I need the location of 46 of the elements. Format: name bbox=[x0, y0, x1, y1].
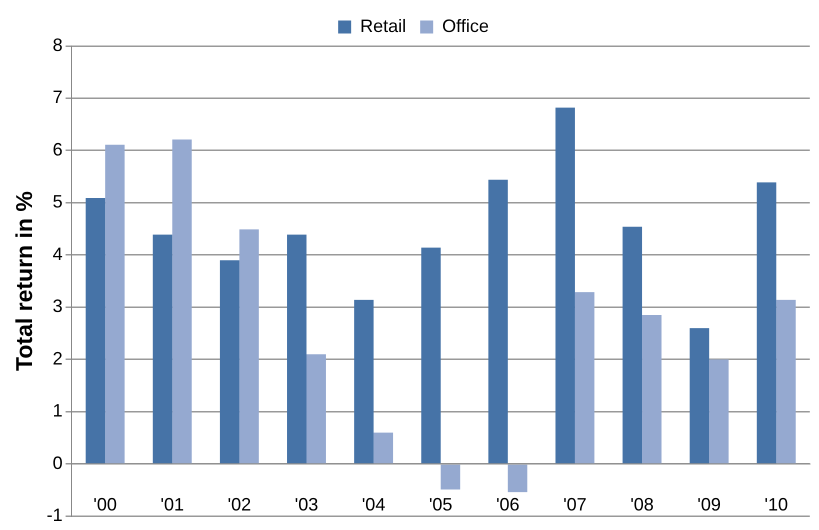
bar bbox=[508, 464, 528, 492]
bar bbox=[574, 292, 594, 464]
x-tick-label: '01 bbox=[160, 494, 184, 515]
legend-label: Retail bbox=[360, 16, 406, 36]
bar bbox=[555, 108, 575, 464]
x-tick-label: '03 bbox=[294, 494, 318, 515]
x-tick-label: '02 bbox=[228, 494, 252, 515]
bar bbox=[306, 354, 326, 464]
y-tick-label: 8 bbox=[52, 34, 63, 55]
y-tick-label: 6 bbox=[52, 139, 63, 160]
y-tick-label: 5 bbox=[52, 192, 63, 212]
x-tick-label: '06 bbox=[496, 494, 520, 515]
bar bbox=[287, 234, 306, 464]
bar bbox=[152, 234, 172, 464]
x-tick-label: '07 bbox=[563, 494, 587, 515]
bar bbox=[105, 144, 125, 464]
bar bbox=[86, 198, 106, 464]
legend-label: Office bbox=[442, 16, 489, 36]
y-tick-label: 4 bbox=[52, 244, 63, 264]
bar bbox=[220, 260, 240, 464]
bar bbox=[622, 226, 642, 464]
bar bbox=[776, 300, 796, 464]
bar bbox=[690, 328, 710, 464]
x-tick-label: '04 bbox=[362, 494, 386, 515]
bar bbox=[488, 180, 508, 464]
bar bbox=[172, 140, 192, 464]
x-tick-label: '00 bbox=[93, 494, 117, 515]
x-tick-label: '08 bbox=[630, 494, 654, 515]
y-tick-label: 3 bbox=[52, 296, 63, 316]
y-tick-label: 2 bbox=[52, 348, 63, 368]
y-tick-label: 7 bbox=[52, 87, 63, 108]
bar bbox=[239, 229, 259, 464]
y-tick-label: -1 bbox=[46, 505, 63, 526]
bar bbox=[440, 464, 460, 490]
x-tick-label: '05 bbox=[428, 494, 452, 515]
y-axis-title: Total return in % bbox=[11, 191, 38, 371]
bar bbox=[756, 182, 776, 464]
bar bbox=[642, 315, 662, 464]
x-tick-label: '09 bbox=[697, 494, 721, 515]
x-tick-label: '10 bbox=[764, 494, 788, 515]
bar bbox=[709, 359, 729, 464]
y-tick-label: 1 bbox=[52, 400, 63, 421]
bar bbox=[354, 300, 374, 464]
bar bbox=[374, 432, 394, 464]
y-tick-label: 0 bbox=[52, 452, 63, 473]
bar bbox=[421, 248, 441, 464]
